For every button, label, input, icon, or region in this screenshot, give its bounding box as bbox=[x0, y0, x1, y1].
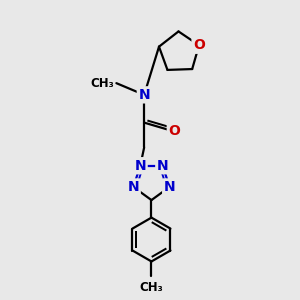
Text: CH₃: CH₃ bbox=[90, 77, 114, 90]
Text: CH₃: CH₃ bbox=[140, 281, 163, 294]
Text: O: O bbox=[168, 124, 180, 138]
Text: N: N bbox=[157, 159, 168, 173]
Text: N: N bbox=[164, 180, 175, 194]
Text: N: N bbox=[128, 180, 139, 194]
Text: N: N bbox=[134, 159, 146, 173]
Text: N: N bbox=[138, 88, 150, 102]
Text: O: O bbox=[193, 38, 205, 52]
